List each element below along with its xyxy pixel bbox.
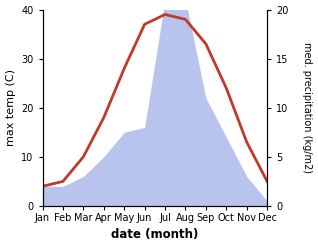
X-axis label: date (month): date (month) — [111, 228, 198, 242]
Y-axis label: med. precipitation (kg/m2): med. precipitation (kg/m2) — [302, 42, 313, 173]
Y-axis label: max temp (C): max temp (C) — [5, 69, 16, 146]
